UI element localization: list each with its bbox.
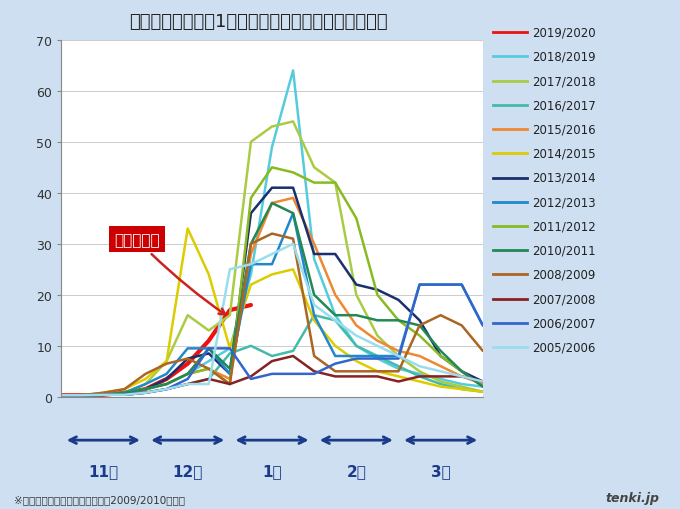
Text: 2014/2015: 2014/2015 xyxy=(532,148,596,160)
Text: 2013/2014: 2013/2014 xyxy=(532,172,596,185)
Text: 12月: 12月 xyxy=(173,463,203,478)
Text: 2015/2016: 2015/2016 xyxy=(532,123,596,136)
Text: tenki.jp: tenki.jp xyxy=(606,491,660,504)
Text: 2012/2013: 2012/2013 xyxy=(532,196,596,209)
Text: 2010/2011: 2010/2011 xyxy=(532,244,596,257)
Text: 11月: 11月 xyxy=(88,463,118,478)
Text: 2019/2020: 2019/2020 xyxy=(532,26,596,40)
Text: 2008/2009: 2008/2009 xyxy=(532,268,595,281)
Text: ※新型インフルエンザが流行した2009/2010は除く: ※新型インフルエンザが流行した2009/2010は除く xyxy=(14,494,184,504)
Text: 2007/2008: 2007/2008 xyxy=(532,293,595,305)
Text: 今シーズン: 今シーズン xyxy=(114,232,225,315)
Text: 2017/2018: 2017/2018 xyxy=(532,75,596,88)
Text: 2006/2007: 2006/2007 xyxy=(532,317,595,330)
Text: 2018/2019: 2018/2019 xyxy=(532,51,596,64)
Text: インフルエンザ　1医療機関あたりの患者数（東京）: インフルエンザ 1医療機関あたりの患者数（東京） xyxy=(129,13,388,31)
Text: 3月: 3月 xyxy=(430,463,451,478)
Text: 1月: 1月 xyxy=(262,463,282,478)
Text: 2月: 2月 xyxy=(346,463,367,478)
Text: 2011/2012: 2011/2012 xyxy=(532,220,596,233)
Text: 2005/2006: 2005/2006 xyxy=(532,341,595,354)
Text: 2016/2017: 2016/2017 xyxy=(532,99,596,112)
